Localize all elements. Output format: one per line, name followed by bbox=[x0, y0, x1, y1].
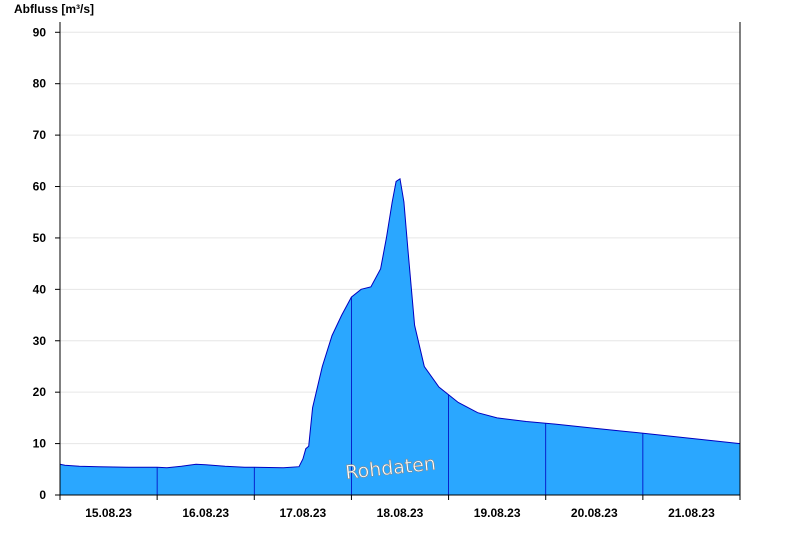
x-axis-ticks: 15.08.23 16.08.23 17.08.23 18.08.23 19.08.23… bbox=[59, 495, 741, 520]
discharge-line bbox=[59, 177, 741, 469]
x-tick-label: 20.08.23 bbox=[571, 506, 618, 520]
y-tick-label: 40 bbox=[33, 282, 47, 296]
discharge-area bbox=[60, 178, 740, 496]
day-separators bbox=[156, 297, 644, 495]
y-tick-label: 30 bbox=[33, 334, 47, 348]
y-tick-label: 90 bbox=[33, 25, 47, 39]
y-tick-label: 0 bbox=[39, 488, 46, 502]
y-axis-ticks: 0 10 20 30 40 50 60 70 80 90 bbox=[33, 25, 60, 502]
y-tick-label: 20 bbox=[33, 385, 47, 399]
x-tick-label: 15.08.23 bbox=[85, 506, 132, 520]
x-tick-label: 17.08.23 bbox=[279, 506, 326, 520]
y-tick-label: 80 bbox=[33, 77, 47, 91]
y-axis-label: Abfluss [m³/s] bbox=[14, 2, 94, 16]
y-tick-label: 70 bbox=[33, 128, 47, 142]
x-tick-label: 19.08.23 bbox=[474, 506, 521, 520]
x-tick-label: 16.08.23 bbox=[182, 506, 229, 520]
plot-frame bbox=[55, 22, 741, 500]
x-tick-label: 21.08.23 bbox=[668, 506, 715, 520]
x-tick-label: 18.08.23 bbox=[377, 506, 424, 520]
y-tick-label: 60 bbox=[33, 180, 47, 194]
y-tick-label: 10 bbox=[33, 437, 47, 451]
y-tick-label: 50 bbox=[33, 231, 47, 245]
